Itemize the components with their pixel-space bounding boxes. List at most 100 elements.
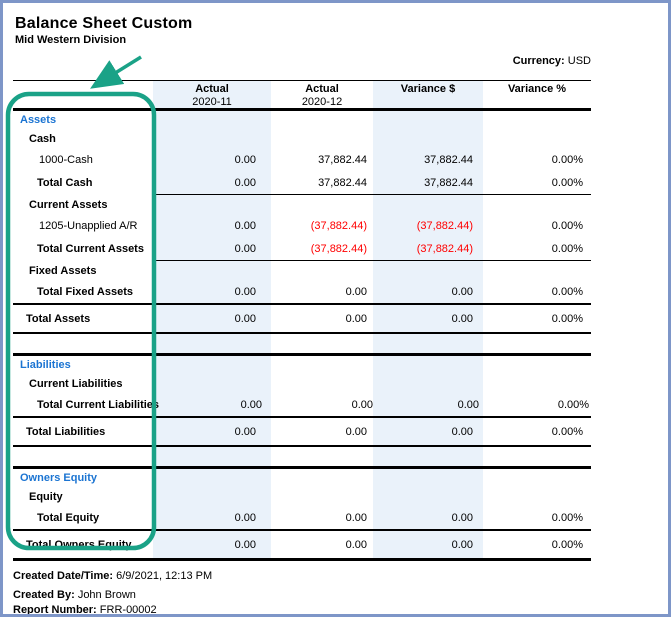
cell-value: (37,882.44) <box>310 242 367 255</box>
created-datetime-value: 6/9/2021, 12:13 PM <box>116 570 213 582</box>
table-row-1000-cash: 1000-Cash 0.00 37,882.44 37,882.44 0.00% <box>13 148 591 171</box>
divider-rule-partial <box>153 260 591 261</box>
column-header-line1: Variance % <box>507 83 567 95</box>
divider-rule-full <box>13 332 591 334</box>
cell-value: 37,882.44 <box>424 176 473 189</box>
report-subtitle: Mid Western Division <box>15 34 127 46</box>
cell-value: 0.00 <box>345 285 367 298</box>
table-row-current-assets: Current Assets <box>13 195 591 214</box>
shaded-column-band-variance-dollar <box>373 80 483 561</box>
created-by-value: John Brown <box>77 589 136 601</box>
cell-value: 0.00 <box>234 312 256 325</box>
column-header-line1: Variance $ <box>400 83 456 95</box>
table-row-total-cash: Total Cash 0.00 37,882.44 37,882.44 0.00% <box>13 171 591 194</box>
cell-value: 0.00% <box>551 511 583 524</box>
row-label: Owners Equity <box>20 472 98 484</box>
table-row-fixed-assets: Fixed Assets <box>13 261 591 280</box>
divider-rule-partial <box>153 194 591 195</box>
table-row-owners-equity: Owners Equity <box>13 469 591 487</box>
column-header-actual-2020-11: Actual 2020-11 <box>153 83 271 108</box>
cell-value: 0.00 <box>234 285 256 298</box>
table-row-total-current-assets: Total Current Assets 0.00 (37,882.44) (37,8… <box>13 237 591 260</box>
column-header-line2: 2020-12 <box>301 96 343 108</box>
column-header-line2: 2020-11 <box>192 96 232 108</box>
shaded-column-band-actual-2020-11 <box>153 80 271 561</box>
cell-value: 0.00 <box>234 219 256 232</box>
created-by-label: Created By: <box>13 589 75 601</box>
cell-value: 0.00 <box>240 398 263 411</box>
row-label: Total Cash <box>37 176 93 189</box>
created-datetime-line: Created Date/Time: 6/9/2021, 12:13 PM <box>13 570 591 582</box>
column-header-variance-dollar: Variance $ <box>373 83 483 108</box>
report-number-line: Report Number: FRR-00002 <box>13 604 591 616</box>
row-label: Assets <box>20 114 57 126</box>
page-title: Balance Sheet Custom <box>15 15 193 32</box>
table-row-liabilities: Liabilities <box>13 356 591 374</box>
divider-rule-full <box>13 445 591 447</box>
header-spacer <box>13 83 153 108</box>
row-label: Total Equity <box>37 511 100 524</box>
divider-rule-thick <box>13 558 591 561</box>
cell-value: 0.00 <box>234 538 256 551</box>
cell-value: 37,882.44 <box>318 153 367 166</box>
table-row-total-owners-equity: Total Owners Equity 0.00 0.00 0.00 0.00% <box>13 531 591 558</box>
row-label: 1205-Unapplied A/R <box>39 219 138 232</box>
cell-value: 0.00 <box>345 312 367 325</box>
header-divider-rule <box>13 108 591 111</box>
column-header-variance-percent: Variance % <box>483 83 591 108</box>
created-by-line: Created By: John Brown <box>13 589 591 601</box>
table-row-cash: Cash <box>13 129 591 148</box>
table-body: Assets Cash 1000-Cash 0.00 37,882.44 37,882.4… <box>13 111 591 561</box>
balance-sheet-table: Actual 2020-11 Actual 2020-12 Variance $… <box>13 80 591 561</box>
cell-value: 0.00 <box>234 153 256 166</box>
cell-value: 0.00 <box>451 511 473 524</box>
cell-value: 0.00 <box>234 242 256 255</box>
cell-value: 0.00% <box>551 425 583 438</box>
divider-rule-thick <box>13 353 591 356</box>
row-label: 1000-Cash <box>39 153 93 166</box>
row-label: Total Fixed Assets <box>37 285 133 298</box>
report-footer: Created Date/Time: 6/9/2021, 12:13 PM Cr… <box>13 570 591 616</box>
cell-value: 0.00% <box>551 285 583 298</box>
cell-value: 0.00% <box>551 242 583 255</box>
cell-value: 0.00% <box>551 176 583 189</box>
cell-value: 0.00 <box>451 538 473 551</box>
created-datetime-label: Created Date/Time: <box>13 570 114 582</box>
cell-value: (37,882.44) <box>416 242 473 255</box>
spacer-row <box>13 447 591 466</box>
currency-label: Currency: <box>512 55 565 67</box>
cell-value: (37,882.44) <box>416 219 473 232</box>
table-row-total-current-liabilities: Total Current Liabilities 0.00 0.00 0.00 0.0… <box>13 393 591 416</box>
column-header-line1: Actual <box>305 83 339 95</box>
cell-value: 0.00 <box>234 511 256 524</box>
table-row-total-liabilities: Total Liabilities 0.00 0.00 0.00 0.00% <box>13 418 591 445</box>
cell-value: 0.00% <box>551 219 583 232</box>
cell-value: 0.00% <box>557 398 590 411</box>
cell-value: 0.00 <box>345 538 367 551</box>
table-row-assets: Assets <box>13 111 591 129</box>
cell-value: 37,882.44 <box>318 176 367 189</box>
divider-rule-full <box>13 529 591 531</box>
cell-value: (37,882.44) <box>310 219 367 232</box>
row-label: Cash <box>29 132 56 145</box>
table-header-row: Actual 2020-11 Actual 2020-12 Variance $… <box>13 80 591 108</box>
row-label: Total Liabilities <box>26 425 106 438</box>
row-label: Current Liabilities <box>29 377 123 390</box>
cell-value: 0.00 <box>451 312 473 325</box>
report-number-label: Report Number: <box>13 604 97 616</box>
cell-value: 0.00% <box>551 153 583 166</box>
report-number-value: FRR-00002 <box>99 604 157 616</box>
row-label: Total Owners Equity <box>26 538 132 551</box>
divider-rule-full <box>13 303 591 305</box>
row-label: Total Current Assets <box>37 242 144 255</box>
spacer-row <box>13 334 591 353</box>
cell-value: 0.00% <box>551 312 583 325</box>
cell-value: 37,882.44 <box>424 153 473 166</box>
cell-value: 0.00 <box>234 425 256 438</box>
cell-value: 0.00 <box>451 285 473 298</box>
table-row-total-equity: Total Equity 0.00 0.00 0.00 0.00% <box>13 506 591 529</box>
column-header-line1: Actual <box>195 83 229 95</box>
divider-rule-full <box>13 416 591 418</box>
row-label: Liabilities <box>20 359 71 371</box>
